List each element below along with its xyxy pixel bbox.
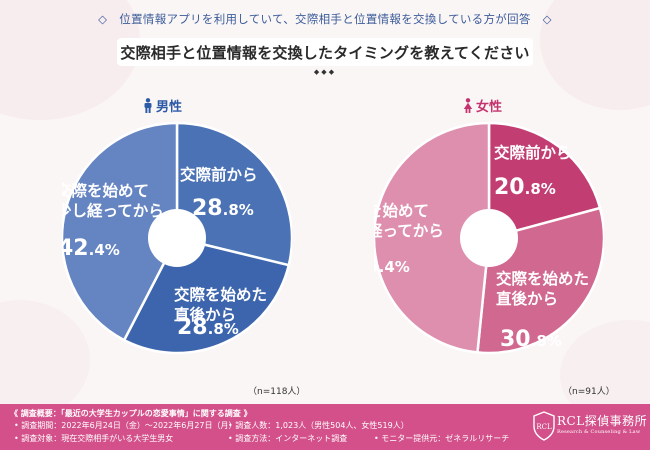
slice-label-line: 交際前から: [180, 165, 258, 184]
survey-heading: 《 調査概要：「最近の大学生カップルの恋愛事情」に関する調査 》: [10, 409, 252, 418]
slice-label-line: 交際を始めた: [174, 285, 267, 304]
male-sample-size: （n=118人）: [248, 387, 306, 397]
pie-slice: [122, 236, 291, 355]
survey-method: • 調査方法：インターネット調査: [228, 434, 348, 443]
diamond-left-icon: ◇: [98, 12, 108, 26]
diamond-right-icon: ◇: [542, 12, 552, 26]
slice-value: 28.8%: [192, 196, 254, 221]
slice-value: 28.8%: [177, 315, 239, 340]
header-title-text: 位置情報アプリを利用していて、交際相手と位置情報を交換している方が回答: [119, 12, 531, 26]
question-text: 交際相手と位置情報を交換したタイミングを教えてください: [120, 43, 530, 62]
logo-tagline: Research & Counseling & Law: [557, 429, 641, 435]
female-title: 女性: [476, 100, 503, 115]
female-person-icon: [463, 98, 473, 113]
slice-value: 42.4%: [62, 236, 120, 261]
slice-label: 交際前から: [180, 165, 258, 184]
survey-count: • 調査人数：1,023人（男性504人、女性519人）: [228, 421, 409, 430]
survey-target: • 調査対象：現在交際相手がいる大学生男女: [14, 434, 174, 443]
svg-text:RCL: RCL: [536, 423, 552, 431]
male-title: 男性: [156, 100, 183, 115]
slice-value: 30.8%: [500, 327, 562, 352]
survey-period: • 調査期間：2022年6月24日（金）～2022年6月27日（月）: [14, 421, 237, 430]
pie-center-hole: [460, 209, 518, 267]
pie-slice: [62, 121, 179, 342]
pie-slice: [175, 121, 292, 267]
header-title: ◇ 位置情報アプリを利用していて、交際相手と位置情報を交換している方が回答 ◇: [0, 11, 650, 27]
question-box: 交際相手と位置情報を交換したタイミングを教えてください: [117, 38, 533, 66]
diamond-divider: ◆◆◆: [313, 68, 337, 76]
slice-label-line: 直後から: [174, 305, 236, 324]
male-pie-chart: 交際前から28.8%交際を始めた直後から28.8%交際を始めて少し経ってから42…: [62, 121, 292, 355]
pie-slice: [374, 121, 491, 354]
rcl-logo-icon: RCL: [533, 411, 555, 441]
pie-slice: [487, 121, 602, 240]
female-sample-size: （n=91人）: [563, 387, 615, 397]
slice-label-line: 交際前から: [494, 143, 572, 162]
slice-label-line: 交際を始めて: [62, 181, 149, 200]
slice-label: 交際前から: [494, 143, 572, 162]
survey-provider: • モニター提供元：ゼネラルリサーチ: [374, 434, 510, 443]
female-label: 女性: [463, 96, 502, 115]
slice-value: 20.8%: [494, 175, 556, 200]
slice-label-line: 交際を始めて: [374, 201, 429, 220]
survey-footer: 《 調査概要：「最近の大学生カップルの恋愛事情」に関する調査 》 • 調査期間：…: [0, 404, 650, 450]
slice-value: 48.4%: [374, 253, 410, 278]
male-person-icon: [144, 98, 152, 113]
pie-center-hole: [148, 209, 206, 267]
slice-label-line: 交際を始めた: [496, 269, 589, 288]
slice-label-line: 直後から: [496, 289, 558, 308]
slice-label-line: 少し経ってから: [374, 221, 444, 240]
logo-name: RCL探偵事務所: [557, 414, 648, 428]
male-label: 男性: [143, 96, 182, 115]
slice-label-line: 少し経ってから: [62, 201, 164, 220]
